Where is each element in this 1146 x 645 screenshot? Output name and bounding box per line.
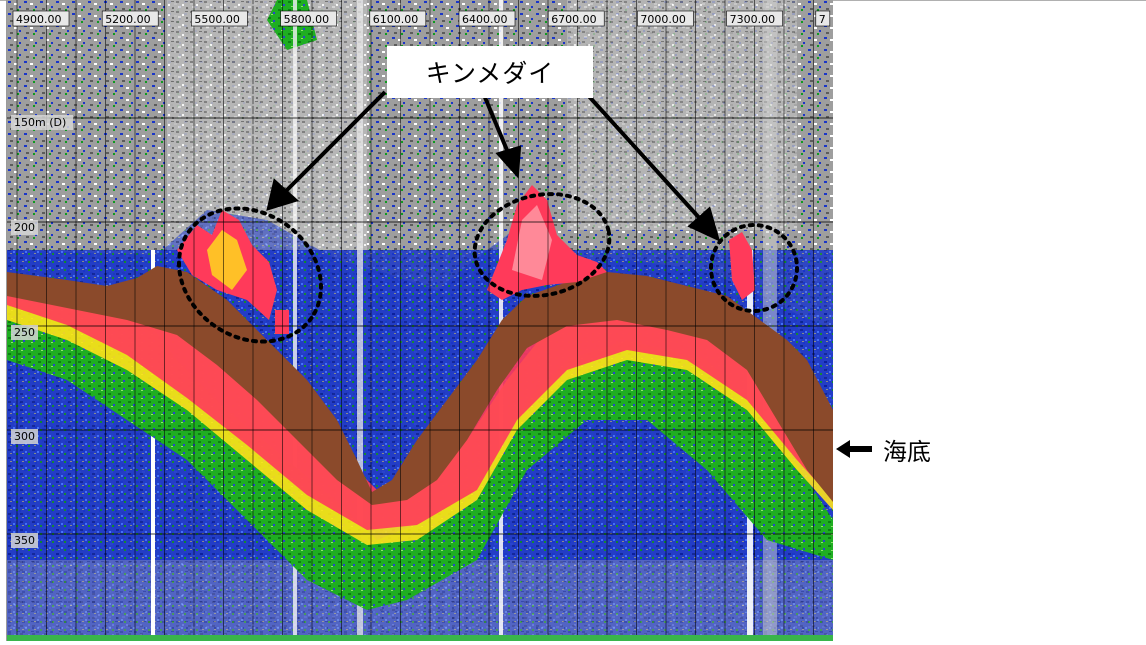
x-tick-label: 5200.00	[105, 13, 151, 26]
x-tick-label-box	[637, 10, 694, 27]
depth-label: 150m (D)	[14, 116, 66, 129]
x-tick-label-box	[369, 10, 427, 27]
depth-label: 250	[14, 326, 35, 339]
x-tick-label-box	[726, 10, 783, 27]
grid-horizontal	[7, 117, 833, 535]
depth-label-box	[11, 220, 38, 235]
callout-arrows	[266, 90, 721, 242]
x-tick-label: 6100.00	[373, 13, 419, 26]
streak	[293, 0, 297, 641]
arrow-head-3	[687, 206, 721, 242]
echogram-canvas[interactable]: 4900.00 5200.00 5500.00 5800.00 6100.00 6400.…	[7, 0, 833, 641]
x-tick-label-box	[547, 10, 605, 27]
x-tick-label-box	[815, 10, 831, 27]
x-tick-label-box	[280, 10, 337, 27]
depth-label: 200	[14, 221, 35, 234]
x-tick-label-box	[101, 10, 159, 27]
fish-school-3	[729, 232, 755, 300]
seabed-halo-red	[7, 285, 833, 530]
streak	[357, 0, 363, 641]
arrow-line-3	[583, 90, 705, 224]
fish-school-ellipse-1[interactable]	[153, 181, 347, 369]
kinmedai-callout: キンメダイ	[387, 46, 593, 98]
streak	[499, 0, 503, 641]
grid-vertical	[16, 0, 814, 635]
grey-noise-band-2	[567, 0, 797, 230]
depth-label-box	[11, 325, 38, 340]
depth-label-box	[11, 533, 38, 548]
arrow-head-1	[266, 178, 299, 211]
left-arrow-icon	[836, 440, 872, 458]
fish-school-ellipse-2[interactable]	[465, 182, 619, 308]
streak	[763, 0, 777, 641]
seabed-halo-green	[7, 300, 833, 610]
x-tick-label: 5500.00	[194, 13, 240, 26]
echogram-panel[interactable]: 4900.00 5200.00 5500.00 5800.00 6100.00 6400.…	[6, 0, 833, 641]
x-tick-label-box	[458, 10, 516, 27]
arrow-head-2	[495, 145, 522, 179]
seabed-halo-yellow	[7, 290, 833, 545]
depth-label: 350	[14, 534, 35, 547]
x-tick-label-box	[191, 10, 248, 27]
x-tick-label-box	[12, 10, 70, 27]
arrow-line-1	[283, 90, 387, 194]
x-tick-label: 7000.00	[640, 13, 686, 26]
x-tick-label: 6400.00	[462, 13, 508, 26]
fish-school-1-core	[207, 230, 247, 290]
streak	[151, 250, 155, 641]
x-tick-label: 6700.00	[551, 13, 597, 26]
arrow-line-2	[482, 94, 511, 156]
x-tick-label: 7300.00	[730, 13, 776, 26]
x-tick-label: 4900.00	[16, 13, 62, 26]
fish-school-2-core	[512, 205, 552, 280]
grey-noise-band	[167, 0, 367, 250]
x-tick-label: 5800.00	[284, 13, 330, 26]
fish-school-ellipse-3[interactable]	[709, 223, 799, 313]
depth-label: 300	[14, 430, 35, 443]
depth-label-box	[11, 115, 73, 130]
bottom-status-bar	[7, 635, 833, 641]
x-tick-label: 7	[819, 13, 826, 26]
depth-labels: 150m (D) 200 250 300 350	[11, 115, 73, 548]
x-axis-labels: 4900.00 5200.00 5500.00 5800.00 6100.00 6400.…	[12, 10, 831, 27]
seafloor-label: 海底	[883, 438, 931, 466]
depth-label-box	[11, 429, 38, 444]
